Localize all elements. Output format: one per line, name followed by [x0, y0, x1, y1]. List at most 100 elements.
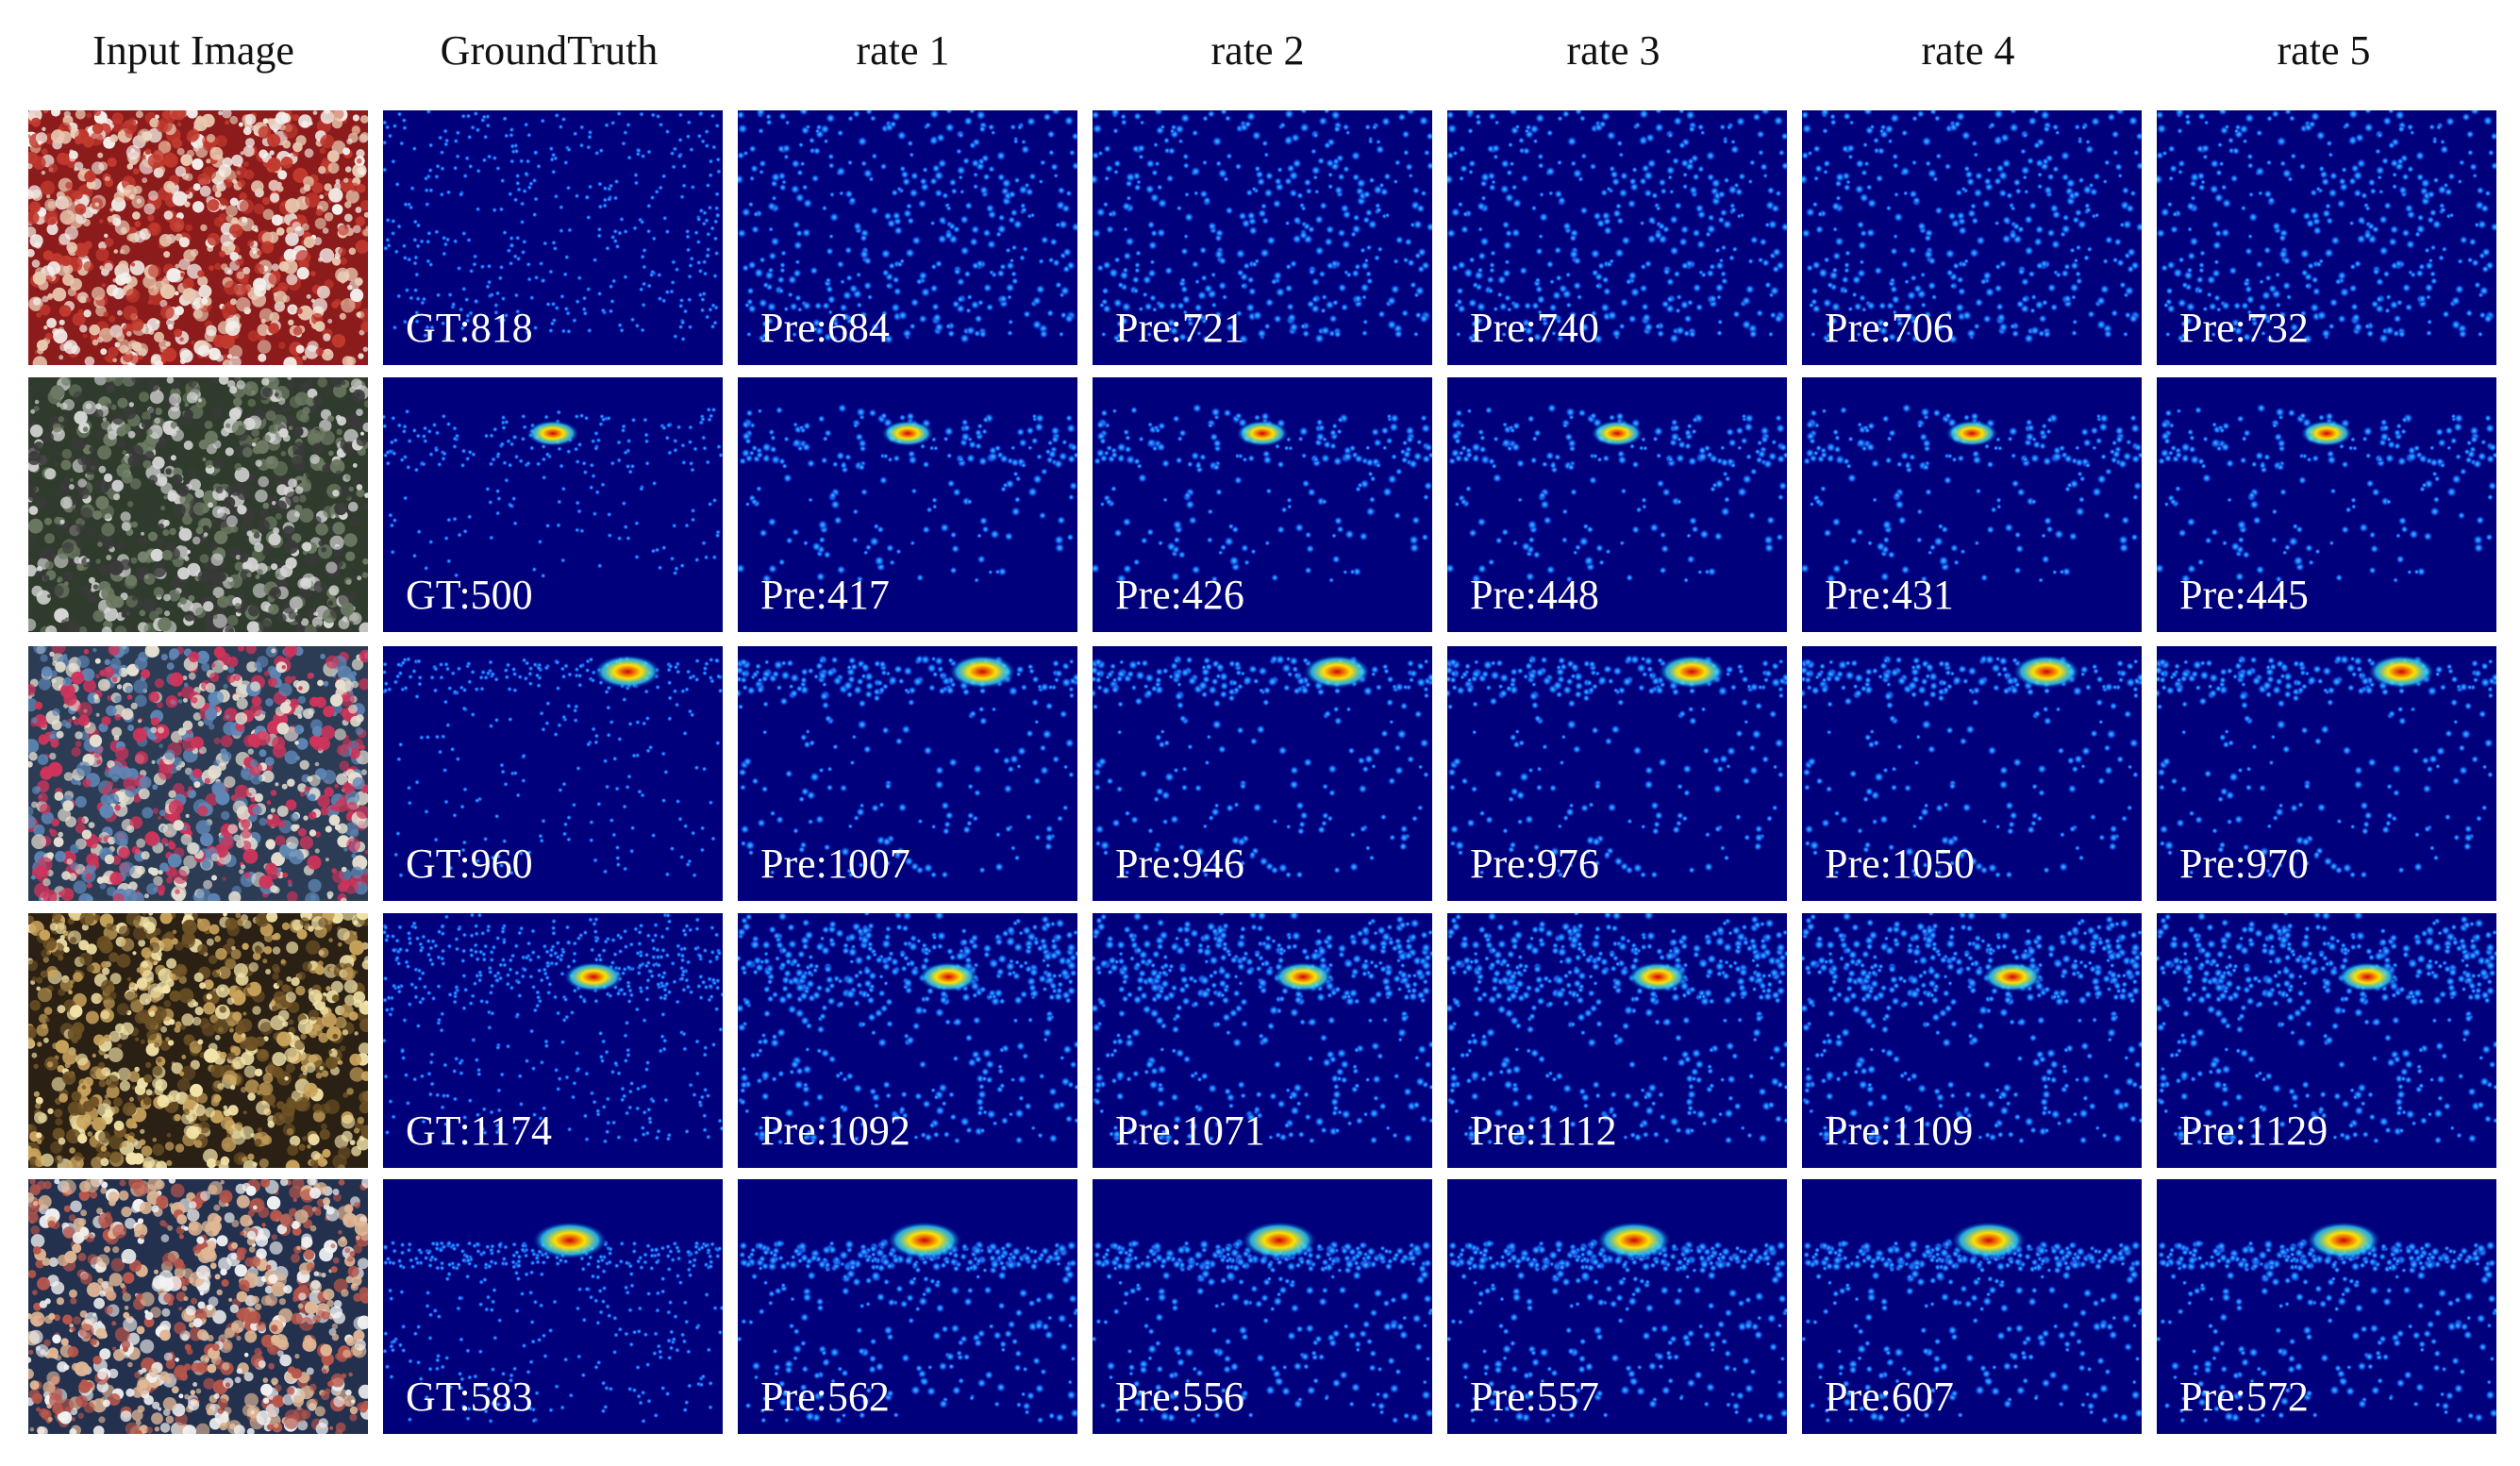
density-map	[1093, 646, 1432, 901]
predicted-count-label: Pre:1109	[1825, 1108, 1974, 1154]
prediction-map-row-3-rate-3: Pre:976	[1447, 646, 1787, 901]
input-image-row-2	[28, 377, 368, 632]
density-map	[1447, 110, 1787, 365]
prediction-map-row-1-rate-3: Pre:740	[1447, 110, 1787, 365]
density-map	[1447, 646, 1787, 901]
ground-truth-map-row-4: GT:1174	[383, 913, 723, 1168]
header-rate-2: rate 2	[1210, 27, 1305, 74]
density-map	[1093, 377, 1432, 632]
header-rate-3: rate 3	[1566, 27, 1661, 74]
prediction-map-row-2-rate-1: Pre:417	[738, 377, 1077, 632]
density-map	[1802, 377, 2142, 632]
prediction-map-row-4-rate-1: Pre:1092	[738, 913, 1077, 1168]
input-image-row-4	[28, 913, 368, 1168]
density-map	[1802, 1179, 2142, 1434]
density-map	[2157, 1179, 2496, 1434]
crowd-photo	[28, 110, 368, 365]
prediction-map-row-1-rate-1: Pre:684	[738, 110, 1077, 365]
prediction-map-row-4-rate-4: Pre:1109	[1802, 913, 2142, 1168]
prediction-map-row-3-rate-5: Pre:970	[2157, 646, 2496, 901]
predicted-count-label: Pre:970	[2179, 841, 2309, 887]
header-rate-1: rate 1	[856, 27, 950, 74]
predicted-count-label: Pre:1007	[760, 841, 910, 887]
gt-count-label: GT:583	[406, 1374, 533, 1420]
density-map	[1447, 913, 1787, 1168]
ground-truth-map-row-2: GT:500	[383, 377, 723, 632]
predicted-count-label: Pre:431	[1825, 572, 1954, 618]
predicted-count-label: Pre:1071	[1115, 1108, 1265, 1154]
predicted-count-label: Pre:448	[1470, 572, 1599, 618]
predicted-count-label: Pre:557	[1470, 1374, 1599, 1420]
density-map	[383, 913, 723, 1168]
predicted-count-label: Pre:976	[1470, 841, 1599, 887]
prediction-map-row-4-rate-2: Pre:1071	[1093, 913, 1432, 1168]
density-map	[2157, 377, 2496, 632]
header-input-image: Input Image	[92, 27, 294, 74]
prediction-map-row-2-rate-3: Pre:448	[1447, 377, 1787, 632]
prediction-map-row-2-rate-5: Pre:445	[2157, 377, 2496, 632]
density-map	[383, 646, 723, 901]
prediction-map-row-5-rate-5: Pre:572	[2157, 1179, 2496, 1434]
input-image-row-3	[28, 646, 368, 901]
predicted-count-label: Pre:684	[760, 305, 890, 351]
prediction-map-row-5-rate-3: Pre:557	[1447, 1179, 1787, 1434]
predicted-count-label: Pre:732	[2179, 305, 2309, 351]
density-map	[2157, 913, 2496, 1168]
gt-count-label: GT:500	[406, 572, 533, 618]
crowd-photo	[28, 1179, 368, 1434]
prediction-map-row-5-rate-2: Pre:556	[1093, 1179, 1432, 1434]
gt-count-label: GT:960	[406, 841, 533, 887]
predicted-count-label: Pre:1129	[2179, 1108, 2328, 1154]
prediction-map-row-3-rate-1: Pre:1007	[738, 646, 1077, 901]
prediction-map-row-4-rate-5: Pre:1129	[2157, 913, 2496, 1168]
density-map	[1093, 110, 1432, 365]
prediction-map-row-1-rate-4: Pre:706	[1802, 110, 2142, 365]
density-map	[1093, 913, 1432, 1168]
density-map	[1802, 913, 2142, 1168]
gt-count-label: GT:1174	[406, 1108, 553, 1154]
density-map	[738, 377, 1077, 632]
gt-count-label: GT:818	[406, 305, 533, 351]
density-map	[738, 913, 1077, 1168]
density-map	[738, 110, 1077, 365]
prediction-map-row-1-rate-5: Pre:732	[2157, 110, 2496, 365]
density-map	[2157, 646, 2496, 901]
prediction-map-row-2-rate-2: Pre:426	[1093, 377, 1432, 632]
predicted-count-label: Pre:562	[760, 1374, 890, 1420]
header-rate-5: rate 5	[2277, 27, 2371, 74]
ground-truth-map-row-1: GT:818	[383, 110, 723, 365]
input-image-row-5	[28, 1179, 368, 1434]
density-map	[738, 1179, 1077, 1434]
predicted-count-label: Pre:1050	[1825, 841, 1975, 887]
ground-truth-map-row-3: GT:960	[383, 646, 723, 901]
density-map	[1447, 377, 1787, 632]
predicted-count-label: Pre:1092	[760, 1108, 910, 1154]
predicted-count-label: Pre:556	[1115, 1374, 1244, 1420]
crowd-photo	[28, 913, 368, 1168]
header-rate-4: rate 4	[1921, 27, 2015, 74]
prediction-map-row-5-rate-4: Pre:607	[1802, 1179, 2142, 1434]
prediction-map-row-3-rate-2: Pre:946	[1093, 646, 1432, 901]
header-ground-truth: GroundTruth	[440, 27, 659, 74]
density-map	[1802, 110, 2142, 365]
prediction-map-row-5-rate-1: Pre:562	[738, 1179, 1077, 1434]
predicted-count-label: Pre:946	[1115, 841, 1244, 887]
prediction-map-row-3-rate-4: Pre:1050	[1802, 646, 2142, 901]
crowd-photo	[28, 377, 368, 632]
density-map	[1093, 1179, 1432, 1434]
prediction-map-row-4-rate-3: Pre:1112	[1447, 913, 1787, 1168]
predicted-count-label: Pre:445	[2179, 572, 2309, 618]
density-map	[383, 110, 723, 365]
predicted-count-label: Pre:607	[1825, 1374, 1954, 1420]
predicted-count-label: Pre:417	[760, 572, 890, 618]
density-map	[383, 1179, 723, 1434]
ground-truth-map-row-5: GT:583	[383, 1179, 723, 1434]
predicted-count-label: Pre:426	[1115, 572, 1244, 618]
density-map	[383, 377, 723, 632]
density-map	[1802, 646, 2142, 901]
input-image-row-1	[28, 110, 368, 365]
predicted-count-label: Pre:1112	[1470, 1108, 1617, 1154]
predicted-count-label: Pre:721	[1115, 305, 1244, 351]
predicted-count-label: Pre:740	[1470, 305, 1599, 351]
density-map	[1447, 1179, 1787, 1434]
